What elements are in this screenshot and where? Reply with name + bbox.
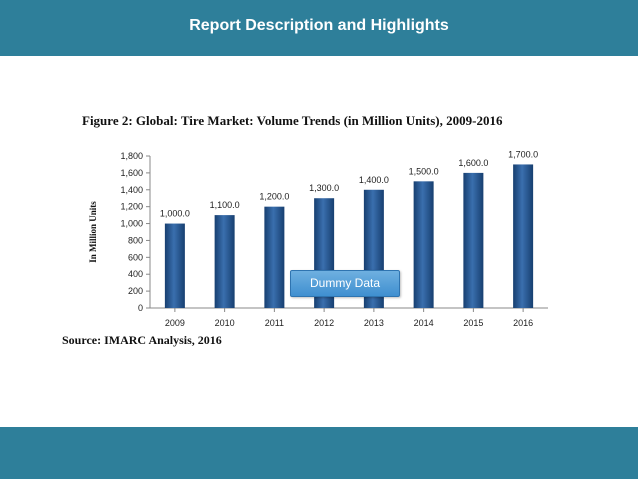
dummy-data-watermark: Dummy Data	[290, 270, 400, 297]
bar-2014	[413, 181, 434, 308]
x-tick-label: 2016	[513, 318, 533, 328]
bar-2009	[164, 223, 185, 308]
x-tick-label: 2011	[265, 318, 284, 328]
figure-title: Figure 2: Global: Tire Market: Volume Tr…	[82, 113, 503, 128]
x-tick-label: 2015	[463, 318, 483, 328]
y-tick-label: 600	[128, 252, 143, 262]
bar-2016	[513, 164, 534, 308]
bar-2010	[214, 215, 235, 308]
x-tick-label: 2014	[414, 318, 434, 328]
bar-value-label: 1,700.0	[508, 149, 538, 159]
y-tick-label: 800	[128, 235, 143, 245]
page-title: Report Description and Highlights	[189, 17, 449, 34]
y-tick-label: 400	[128, 269, 143, 279]
y-tick-label: 1,600	[120, 168, 143, 178]
figure-source: Source: IMARC Analysis, 2016	[62, 333, 222, 347]
bar-value-label: 1,100.0	[210, 200, 240, 210]
y-tick-label: 0	[138, 303, 143, 313]
x-tick-label: 2010	[215, 318, 235, 328]
y-tick-label: 200	[128, 286, 143, 296]
x-tick-label: 2013	[364, 318, 384, 328]
bar-2011	[264, 206, 285, 308]
bar-value-label: 1,200.0	[259, 192, 289, 202]
x-tick-label: 2009	[165, 318, 185, 328]
y-tick-label: 1,800	[120, 151, 143, 161]
x-tick-label: 2012	[314, 318, 334, 328]
bar-value-label: 1,000.0	[160, 209, 190, 219]
bar-value-label: 1,600.0	[458, 158, 488, 168]
y-tick-label: 1,200	[120, 202, 143, 212]
bar-value-label: 1,500.0	[409, 166, 439, 176]
bar-value-label: 1,300.0	[309, 183, 339, 193]
bar-value-label: 1,400.0	[359, 175, 389, 185]
footer-band	[0, 427, 638, 479]
y-tick-label: 1,400	[120, 185, 143, 195]
bar-2015	[463, 172, 484, 308]
y-tick-label: 1,000	[120, 219, 143, 229]
y-axis-label: In Million Units	[88, 201, 98, 263]
header-band	[0, 0, 638, 56]
